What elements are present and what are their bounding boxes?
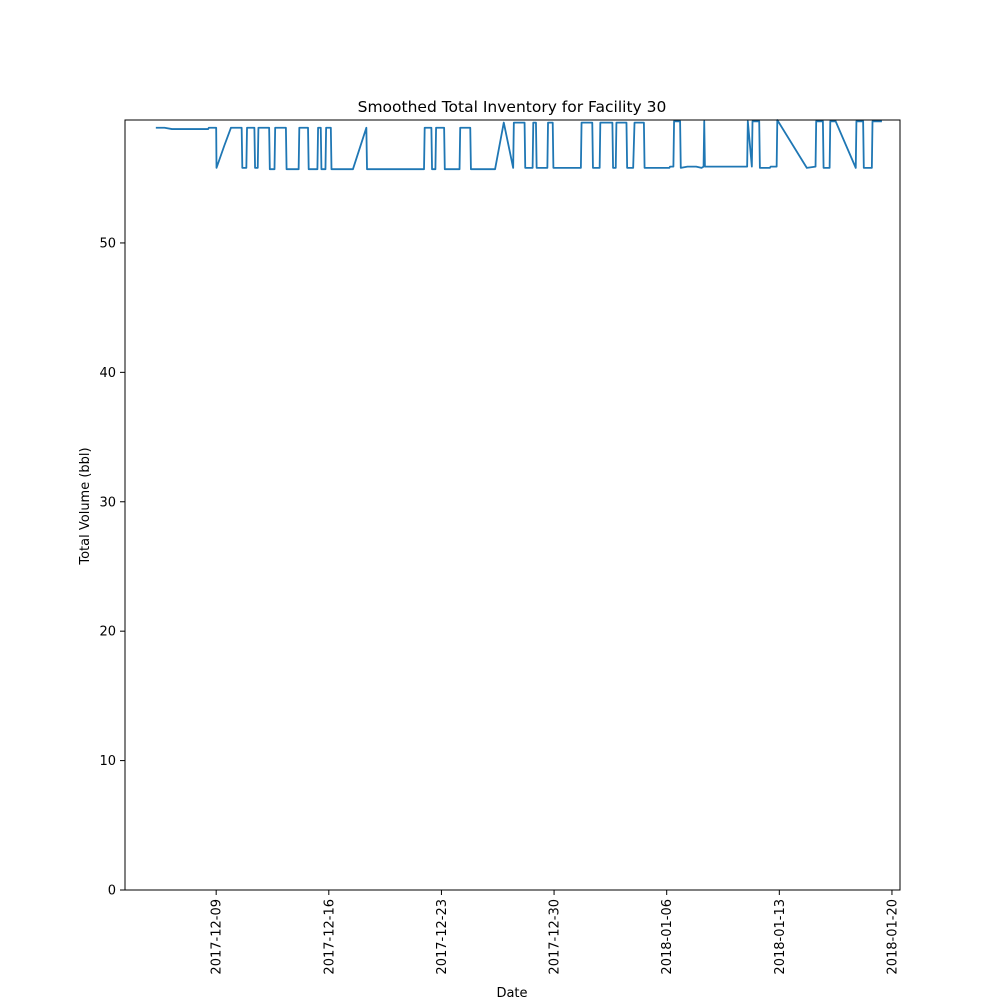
y-tick-label: 40 — [99, 366, 116, 381]
y-tick-label: 50 — [99, 236, 116, 251]
series-line-inventory — [155, 119, 882, 171]
y-tick-label: 0 — [108, 884, 116, 899]
y-axis-label: Total Volume (bbl) — [78, 447, 93, 565]
plot-frame — [124, 119, 901, 891]
x-tick-label: 2018-01-20 — [885, 899, 900, 975]
x-tick-label: 2017-12-23 — [435, 899, 450, 975]
y-tick-label: 20 — [99, 625, 116, 640]
y-tick-label: 30 — [99, 495, 116, 510]
x-tick-label: 2018-01-13 — [773, 899, 788, 975]
y-tick-label: 10 — [99, 754, 116, 769]
x-tick-label: 2018-01-06 — [660, 899, 675, 975]
x-tick-label: 2017-12-16 — [322, 899, 337, 975]
x-tick-label: 2017-12-09 — [210, 899, 225, 975]
x-axis-label: Date — [496, 986, 527, 1000]
x-tick-label: 2017-12-30 — [548, 899, 563, 975]
chart-title: Smoothed Total Inventory for Facility 30 — [358, 98, 667, 116]
